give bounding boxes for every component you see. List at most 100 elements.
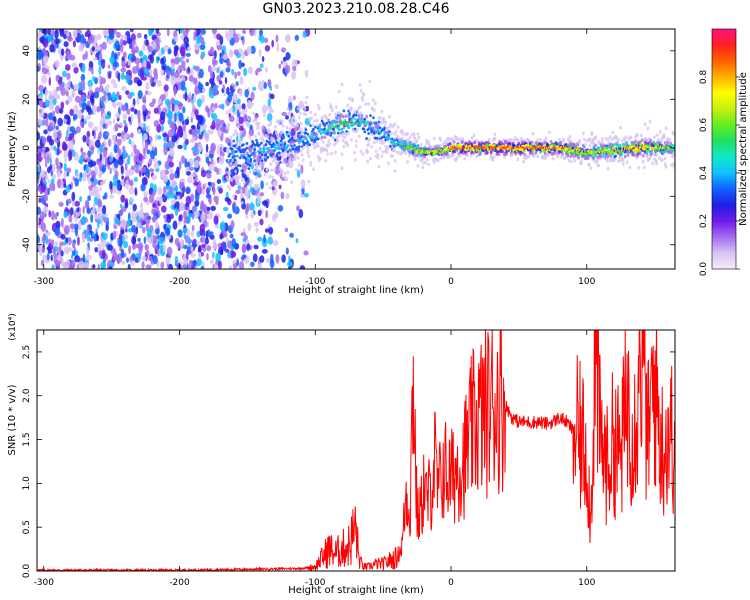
spectrogram-halo-cell [304, 100, 308, 105]
spectrogram-noise-cell [66, 171, 70, 177]
spectrogram-noise-cell [112, 102, 115, 107]
spectrogram-noise-cell [82, 206, 85, 214]
spectrogram-halo-cell [323, 135, 327, 140]
spectrogram-ridge-cell [258, 143, 261, 147]
spectrogram-noise-cell [173, 100, 180, 105]
spectrogram-noise-cell [192, 261, 197, 268]
spectrogram-noise-cell [209, 259, 214, 265]
spectrogram-halo-cell [366, 150, 370, 154]
spectrogram-ridge-cell [337, 126, 341, 130]
spectrogram-noise-cell [48, 93, 54, 102]
spectrogram-noise-cell [209, 77, 215, 85]
spectrogram-noise-cell [249, 29, 255, 37]
spectrogram-noise-cell [96, 234, 100, 242]
spectrogram-noise-cell [247, 66, 253, 74]
spectrogram-noise-cell [205, 193, 212, 199]
spectrogram-halo-cell [641, 154, 645, 158]
spectrogram-ridge-cell [245, 142, 249, 145]
spectrogram-noise-cell [136, 32, 142, 39]
spectrogram-ridge-cell [654, 143, 657, 147]
spectrogram-noise-cell [116, 31, 121, 39]
spectrogram-noise-cell [201, 87, 206, 94]
spectrogram-noise-cell [130, 33, 136, 42]
spectrogram-noise-cell [117, 182, 121, 190]
spectrogram-noise-cell [102, 195, 106, 200]
spectrogram-noise-cell [74, 200, 81, 207]
spectrogram-ridge-cell [286, 150, 290, 154]
spectrogram-halo-cell [292, 157, 295, 162]
spectrogram-noise-cell [238, 59, 243, 70]
spectrogram-ridge-cell [233, 154, 236, 158]
spectrogram-noise-cell [194, 42, 200, 51]
spectrogram-ridge-cell [271, 152, 275, 156]
spectrogram-noise-cell [102, 147, 108, 158]
spectrogram-noise-cell [66, 167, 72, 174]
spectrogram-halo-cell [492, 155, 496, 159]
spectrogram-noise-cell [97, 263, 101, 269]
spectrogram-noise-cell [112, 248, 116, 255]
spectrogram-halo-cell [272, 159, 275, 163]
spectrogram-noise-cell [280, 60, 284, 65]
spectrogram-ridge-cell [244, 158, 248, 161]
spectrogram-noise-cell [79, 33, 85, 44]
spectrogram-noise-cell [231, 238, 236, 248]
spectrogram-noise-cell [54, 213, 58, 220]
spectrogram-noise-cell [137, 128, 142, 135]
spectrogram-halo-cell [645, 154, 649, 159]
spectrogram-ridge-cell [369, 114, 372, 117]
spectrogram-noise-cell [216, 74, 222, 82]
spectrogram-noise-cell [41, 136, 47, 145]
spectrogram-noise-cell [101, 157, 105, 165]
spectrogram-halo-cell [385, 150, 389, 155]
spectrogram-noise-cell [116, 132, 122, 137]
spectrogram-ridge-cell [387, 133, 390, 137]
spectrogram-halo-cell [357, 114, 361, 118]
spectrogram-noise-cell [114, 52, 117, 61]
spectrogram-noise-cell [49, 157, 52, 166]
spectrogram-halo-cell [268, 174, 272, 179]
spectrogram-noise-cell [225, 191, 229, 199]
spectrogram-noise-cell [180, 80, 186, 88]
spectrogram-noise-cell [163, 174, 169, 183]
spectrogram-halo-cell [650, 151, 654, 156]
spectrogram-halo-cell [253, 168, 256, 173]
spectrogram-noise-cell [216, 179, 222, 184]
spectrogram-ridge-cell [311, 138, 314, 142]
spectrogram-noise-cell [153, 107, 159, 114]
spectrogram-noise-cell [285, 115, 289, 120]
spectrogram-noise-cell [160, 111, 166, 121]
spectrogram-halo-cell [240, 200, 244, 205]
spectrogram-halo-cell [413, 137, 417, 141]
spectrogram-noise-cell [44, 88, 49, 97]
spectrogram-ridge-cell [248, 155, 252, 158]
spectrogram-ridge-cell [293, 144, 296, 147]
spectrogram-ridge-cell [253, 159, 256, 163]
spectrogram-noise-cell [133, 144, 137, 154]
spectrogram-halo-cell [601, 137, 604, 141]
spectrogram-noise-cell [140, 207, 144, 217]
spectrogram-halo-cell [315, 133, 318, 137]
spectrogram-noise-cell [68, 150, 72, 160]
spectrogram-halo-cell [281, 124, 285, 128]
spectrogram-halo-cell [257, 125, 260, 130]
spectrogram-halo-cell [595, 159, 599, 164]
spectrogram-noise-cell [281, 254, 286, 263]
spectrogram-halo-cell [369, 156, 372, 161]
spectrogram-ridge-cell [252, 142, 255, 146]
spectrogram-noise-cell [296, 205, 300, 212]
spectrogram-halo-cell [229, 161, 233, 166]
spectrogram-halo-cell [285, 177, 289, 182]
spectrogram-noise-cell [73, 66, 79, 74]
spectrogram-halo-cell [297, 163, 301, 167]
spectrogram-noise-cell [199, 44, 206, 51]
spectrogram-noise-cell [214, 102, 218, 109]
spectrogram-halo-cell [354, 144, 358, 148]
spectrogram-ridge-cell [262, 149, 266, 153]
spectrogram-halo-cell [242, 153, 246, 157]
spectrogram-noise-cell [78, 177, 83, 182]
spectrogram-halo-cell [312, 167, 315, 171]
spectrogram-noise-cell [183, 244, 189, 250]
spectrogram-halo-cell [277, 173, 281, 177]
spectrogram-noise-cell [241, 103, 246, 110]
spectrogram-noise-cell [136, 97, 140, 106]
